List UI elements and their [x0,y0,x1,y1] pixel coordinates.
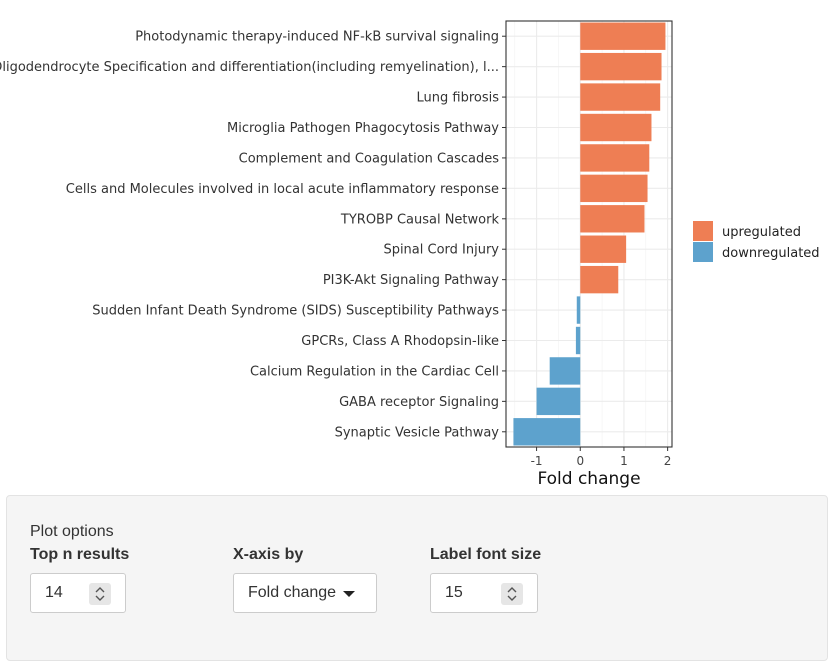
caret-down-icon [343,591,355,597]
bar [580,174,648,203]
bar [580,235,627,263]
bar [580,205,645,233]
category-label: Synaptic Vesicle Pathway [335,425,500,440]
x-tick-label: -1 [531,454,543,468]
bar [580,113,652,142]
bar [549,357,581,385]
chart-svg: Photodynamic therapy-induced NF-kB survi… [0,20,820,489]
x-tick-label: 0 [576,454,584,468]
category-label: Photodynamic therapy-induced NF-kB survi… [135,30,499,45]
bar [580,22,666,50]
xaxis-label: X-axis by [233,546,304,563]
plot-border [505,20,673,448]
category-label: Complement and Coagulation Cascades [239,151,500,166]
category-label: GPCRs, Class A Rhodopsin-like [301,334,499,349]
category-label: Microglia Pathogen Phagocytosis Pathway [227,121,499,136]
category-label: Oligodendrocyte Specification and differ… [0,60,499,75]
spinner-arrows-icon [507,587,517,601]
bar [575,326,581,355]
legend-label: upregulated [722,225,801,240]
xaxis-selected-value: Fold change [248,584,337,601]
category-label: Spinal Cord Injury [383,243,499,258]
category-label: Lung fibrosis [417,91,500,106]
font-size-spinner[interactable] [501,583,523,605]
bar [580,144,650,172]
x-tick-label: 1 [620,454,628,468]
bar [536,387,581,416]
category-label: TYROBP Causal Network [340,212,500,227]
x-tick-label: 2 [664,454,672,468]
bar [580,265,619,294]
top-n-value: 14 [45,584,63,601]
xaxis-select[interactable]: Fold change [233,573,377,613]
legend-swatch [693,242,713,262]
category-label: Cells and Molecules involved in local ac… [66,182,499,197]
bar [513,418,581,446]
font-size-value: 15 [445,584,463,601]
category-label: Sudden Infant Death Syndrome (SIDS) Susc… [92,304,499,319]
top-n-input[interactable]: 14 [30,573,126,613]
bar [580,83,661,111]
plot-options-panel: Plot options Top n results 14 X-axis by … [6,495,828,661]
bar [580,52,662,81]
top-n-spinner[interactable] [89,583,111,605]
pathway-bar-chart: Photodynamic therapy-induced NF-kB survi… [0,20,820,489]
legend-swatch [693,221,713,241]
legend-label: downregulated [722,246,820,261]
bar [576,296,581,324]
font-size-input[interactable]: 15 [430,573,538,613]
top-n-label: Top n results [30,546,130,563]
category-label: Calcium Regulation in the Cardiac Cell [250,364,499,379]
font-size-label: Label font size [430,546,542,563]
x-axis-title: Fold change [537,469,640,489]
plot-options-title: Plot options [30,523,114,540]
category-label: PI3K-Akt Signaling Pathway [323,273,499,288]
category-label: GABA receptor Signaling [339,395,499,410]
spinner-arrows-icon [95,587,105,601]
